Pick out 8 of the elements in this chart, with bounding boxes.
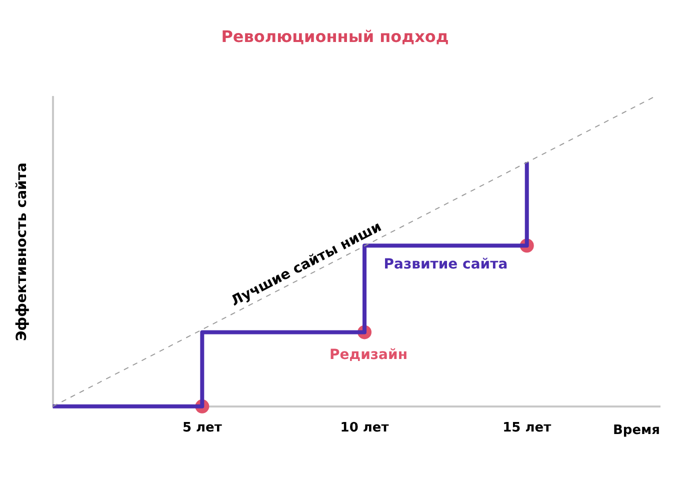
y-axis-title: Эффективность сайта — [14, 162, 30, 341]
chart-title: Революционный подход — [221, 26, 449, 46]
x-tick-label: 5 лет — [182, 420, 222, 436]
series-label: Развитие сайта — [384, 256, 508, 272]
series-label: Редизайн — [330, 346, 408, 363]
x-axis-title: Время — [612, 422, 660, 438]
x-tick-label: 10 лет — [340, 420, 390, 436]
x-tick-label: 15 лет — [502, 420, 552, 436]
